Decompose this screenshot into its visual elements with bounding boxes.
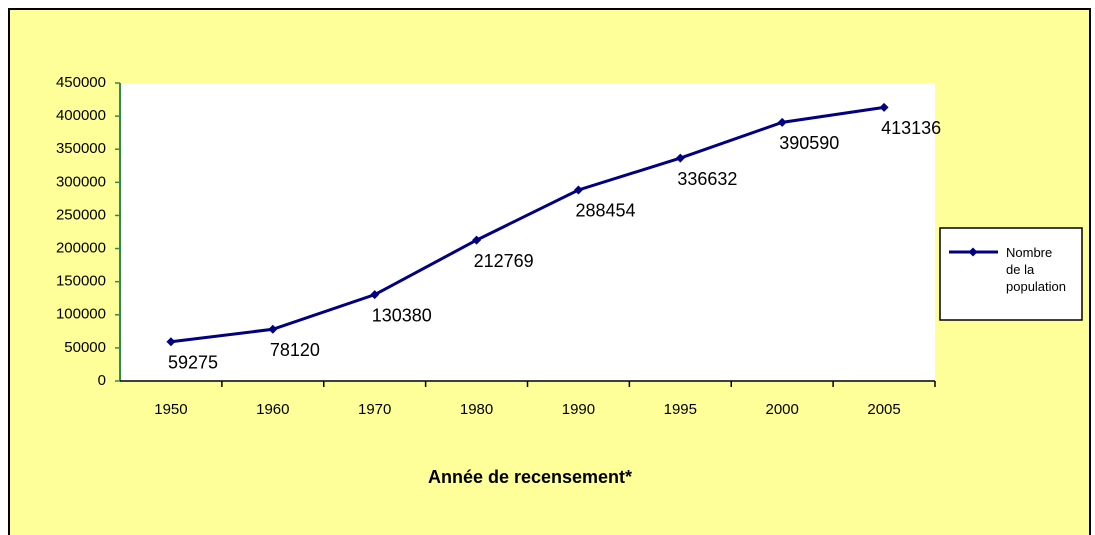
legend-marker xyxy=(968,247,978,257)
y-tick-label: 400000 xyxy=(56,107,106,124)
data-point xyxy=(879,102,889,112)
plot-area xyxy=(120,83,935,381)
x-tick-label: 1980 xyxy=(460,401,493,418)
data-point xyxy=(777,117,787,127)
data-point xyxy=(268,324,278,334)
y-tick-label: 450000 xyxy=(56,74,106,91)
data-point xyxy=(166,337,176,347)
data-point xyxy=(573,185,583,195)
data-label: 59275 xyxy=(168,352,218,372)
x-tick-label: 1970 xyxy=(358,401,391,418)
legend-box xyxy=(939,227,1083,321)
y-tick-label: 350000 xyxy=(56,140,106,157)
data-point xyxy=(472,235,482,245)
x-tick-label: 1995 xyxy=(664,401,697,418)
y-tick-label: 150000 xyxy=(56,273,106,290)
legend-label: Nombre de la population xyxy=(1006,245,1066,294)
x-tick-label: 1990 xyxy=(562,401,595,418)
x-tick-label: 1950 xyxy=(154,401,187,418)
y-tick-label: 100000 xyxy=(56,306,106,323)
data-point xyxy=(675,153,685,163)
y-tick-label: 200000 xyxy=(56,240,106,257)
y-tick-label: 0 xyxy=(98,372,106,389)
x-tick-label: 2005 xyxy=(867,401,900,418)
x-axis-title: Année de recensement* xyxy=(428,467,632,487)
x-tick-label: 1960 xyxy=(256,401,289,418)
data-label: 212769 xyxy=(474,251,534,271)
data-label: 336632 xyxy=(677,169,737,189)
y-tick-label: 250000 xyxy=(56,206,106,223)
data-label: 413136 xyxy=(881,118,941,138)
data-label: 78120 xyxy=(270,340,320,360)
data-label: 288454 xyxy=(575,201,635,221)
data-point xyxy=(370,290,380,300)
y-tick-label: 300000 xyxy=(56,173,106,190)
data-label: 130380 xyxy=(372,305,432,325)
data-label: 390590 xyxy=(779,133,839,153)
y-tick-label: 50000 xyxy=(64,339,106,356)
x-tick-label: 2000 xyxy=(766,401,799,418)
series-line xyxy=(170,105,885,344)
